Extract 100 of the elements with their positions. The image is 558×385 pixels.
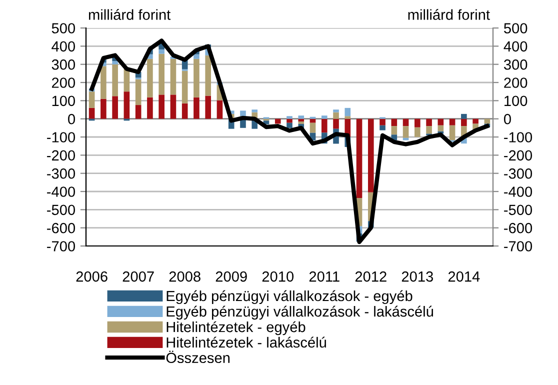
bar (426, 118, 432, 126)
bar (252, 110, 258, 112)
y2-tick-label: -400 (504, 186, 532, 197)
bar (333, 110, 339, 112)
bar (461, 114, 467, 119)
bar (286, 118, 292, 123)
bar (344, 116, 351, 119)
line-series (90, 38, 490, 244)
bar (333, 118, 339, 129)
y2-tick-label: -500 (504, 204, 532, 216)
x-tick-label: 2010 (262, 271, 294, 282)
bar (112, 96, 118, 119)
y-tick-label: 0 (68, 114, 76, 124)
bar (182, 70, 188, 104)
y-tick-label: 300 (52, 59, 76, 70)
y2-axis-title: milliárd forint (408, 9, 490, 20)
bar (135, 105, 142, 119)
x-tick-label: 2007 (122, 271, 154, 282)
y2-tick-label: 200 (504, 78, 528, 88)
bar (205, 55, 212, 96)
x-tick-label: 2014 (448, 271, 480, 282)
legend-label: Hitelintézetek - lakáscélú (166, 336, 326, 348)
bar (426, 126, 432, 134)
bar (380, 125, 386, 130)
y2-tick-label: -700 (504, 241, 532, 252)
bar (88, 108, 95, 119)
bar (414, 127, 420, 137)
bar (472, 118, 478, 124)
bar (414, 118, 420, 128)
bar (402, 138, 409, 140)
bar (158, 54, 164, 95)
x-tick-label: 2012 (355, 271, 386, 282)
legend-label: Hitelintézetek - egyéb (166, 321, 306, 336)
x-tick-label: 2011 (309, 271, 340, 282)
bar (286, 116, 292, 119)
bar (461, 118, 467, 126)
bar (438, 125, 444, 132)
bar (112, 61, 118, 64)
bar (310, 122, 316, 133)
bar (205, 96, 212, 119)
bar (391, 126, 398, 135)
bar (321, 118, 328, 133)
bar (391, 118, 398, 126)
x-tick-label: 2009 (216, 271, 247, 282)
y2-tick-label: -200 (504, 150, 532, 161)
bar (194, 54, 200, 59)
bar (100, 66, 106, 99)
y2-tick-label: -100 (504, 132, 532, 142)
y-tick-label: -300 (47, 168, 76, 179)
y-tick-label: 200 (52, 78, 76, 88)
bar (380, 118, 386, 126)
bar (344, 108, 351, 116)
y2-tick-label: -600 (504, 222, 532, 234)
bar (147, 97, 153, 119)
y-tick-label: 400 (52, 41, 76, 52)
bar (88, 92, 95, 108)
bar (298, 118, 304, 122)
bar (135, 79, 142, 106)
y2-tick-label: 0 (504, 114, 511, 124)
y-axis-title: milliárd forint (88, 9, 171, 20)
y-tick-label: -600 (47, 222, 76, 234)
bar (449, 118, 456, 126)
y-tick-label: 100 (52, 96, 76, 106)
bar (158, 94, 164, 119)
y-tick-label: -500 (47, 204, 76, 216)
y-tick-label: -400 (47, 186, 76, 197)
bar (240, 110, 246, 116)
y-tick-label: -700 (47, 241, 76, 252)
bar (402, 126, 409, 138)
bar (274, 118, 281, 124)
bar (310, 118, 316, 123)
bar (194, 58, 200, 98)
y2-tick-label: 400 (504, 41, 528, 52)
bar (286, 122, 292, 128)
y2-tick-label: -300 (504, 168, 532, 179)
bar (158, 49, 164, 54)
bar (402, 118, 409, 126)
y2-tick-label: 100 (504, 96, 528, 106)
bar (438, 118, 444, 126)
bar (112, 64, 118, 96)
x-tick-label: 2013 (402, 271, 433, 282)
bar (216, 100, 223, 119)
y-tick-label: 500 (52, 23, 76, 34)
x-tick-label: 2006 (76, 271, 108, 282)
bar (124, 92, 130, 119)
bar (170, 58, 176, 95)
y-tick-label: -200 (47, 150, 76, 161)
bar (194, 97, 200, 119)
bar (170, 94, 176, 119)
bar (321, 116, 328, 119)
y2-tick-label: 500 (504, 23, 528, 34)
y2-tick-label: 300 (504, 59, 528, 70)
bar (368, 118, 374, 192)
x-tick-label: 2008 (169, 271, 200, 282)
bar (449, 125, 456, 140)
bar (356, 118, 362, 198)
y-tick-label: -100 (47, 132, 76, 142)
bar (147, 58, 153, 98)
bar (333, 112, 339, 119)
legend-label: Egyéb pénzügyi vállalkozások - egyéb (166, 290, 412, 304)
